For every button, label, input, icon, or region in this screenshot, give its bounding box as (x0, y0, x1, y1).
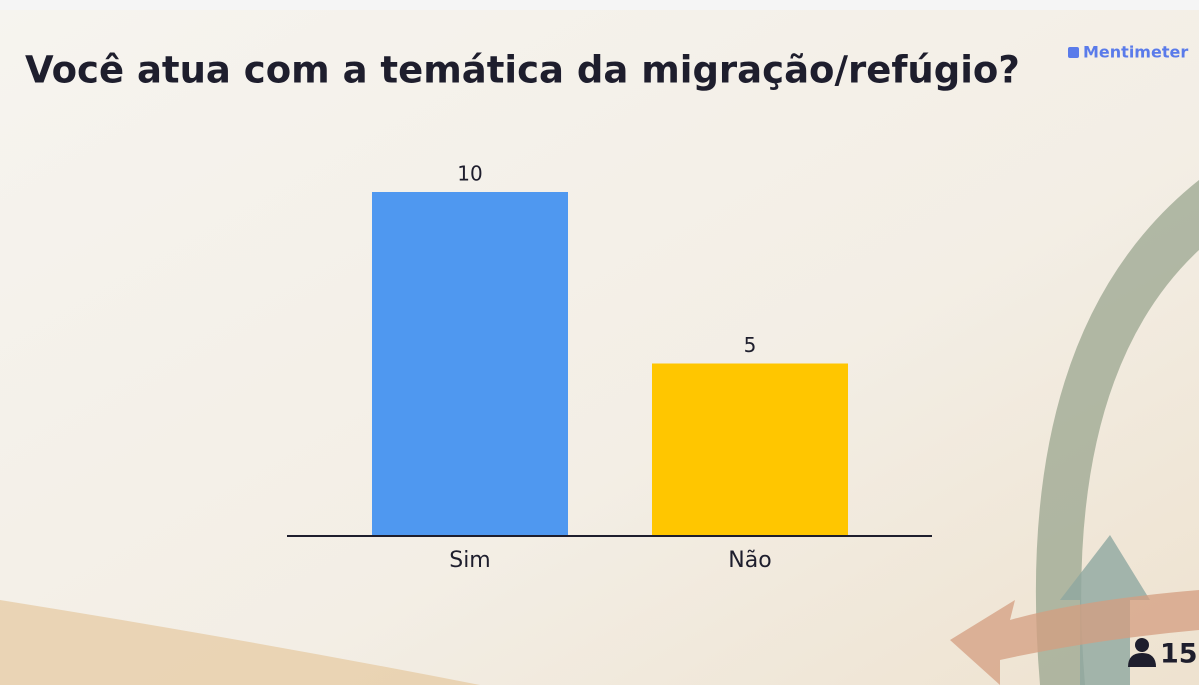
background (0, 0, 1199, 685)
page: Você atua com a temática da migração/ref… (0, 0, 1199, 685)
brand: Mentimeter (1083, 43, 1188, 62)
bar (652, 364, 848, 536)
value-label: 5 (744, 333, 757, 357)
bar (372, 192, 568, 535)
slide: Você atua com a temática da migração/ref… (0, 0, 1199, 685)
participant-count: 15 (1160, 639, 1198, 670)
value-label: 10 (457, 162, 482, 186)
category-label: Sim (449, 548, 491, 573)
category-label: Não (728, 548, 771, 573)
brand-icon (1068, 47, 1079, 58)
top-band (0, 0, 1199, 10)
slide-title: Você atua com a temática da migração/ref… (25, 49, 1020, 92)
